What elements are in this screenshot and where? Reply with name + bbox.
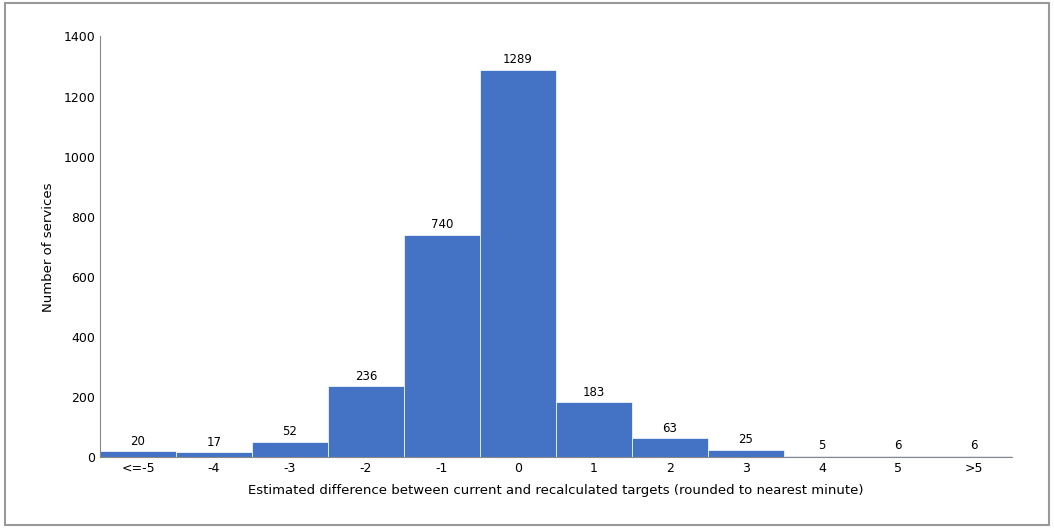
Text: 236: 236 (355, 370, 377, 383)
Y-axis label: Number of services: Number of services (42, 182, 55, 312)
Text: 5: 5 (818, 439, 825, 452)
Bar (632, 438, 708, 457)
Bar (328, 386, 404, 457)
Text: 20: 20 (131, 435, 145, 448)
Text: 52: 52 (282, 425, 297, 438)
Bar (176, 452, 252, 457)
Text: 25: 25 (739, 433, 754, 446)
Bar (936, 456, 1012, 457)
Bar (860, 456, 936, 457)
Text: 1289: 1289 (503, 53, 533, 66)
Text: 740: 740 (431, 218, 453, 231)
Bar (557, 402, 632, 457)
Bar (252, 442, 328, 457)
Bar (784, 456, 860, 457)
Text: 183: 183 (583, 386, 605, 399)
Bar (100, 451, 176, 457)
Bar (404, 235, 480, 457)
Text: 63: 63 (663, 422, 678, 435)
Text: 6: 6 (971, 439, 978, 452)
Bar (480, 70, 557, 457)
Text: 6: 6 (895, 439, 902, 452)
Bar (708, 450, 784, 457)
Text: 17: 17 (207, 436, 221, 449)
X-axis label: Estimated difference between current and recalculated targets (rounded to neares: Estimated difference between current and… (249, 484, 864, 497)
